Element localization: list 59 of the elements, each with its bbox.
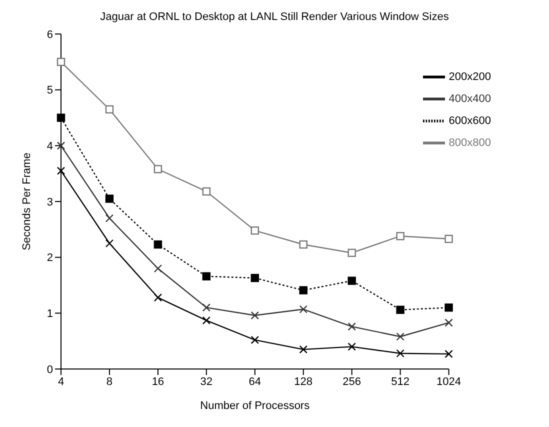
chart-title: Jaguar at ORNL to Desktop at LANL Still Render Various Window Sizes [99, 10, 450, 25]
point [250, 226, 259, 235]
point [202, 316, 211, 325]
point [202, 272, 211, 280]
point [299, 240, 308, 249]
point [154, 165, 162, 174]
point [250, 336, 259, 344]
point [299, 286, 308, 294]
point [250, 274, 259, 282]
point [396, 349, 404, 358]
y-tick-label: 6 [46, 28, 53, 41]
y-axis-title: Seconds Per Frame [20, 152, 33, 250]
point [250, 311, 259, 320]
y-tick-label: 1 [46, 308, 53, 320]
y-tick-label: 2 [46, 252, 53, 264]
point [396, 332, 404, 341]
x-tick-label: 32 [200, 376, 213, 388]
point [105, 105, 114, 114]
point [202, 303, 211, 312]
point [105, 214, 114, 222]
point [348, 248, 356, 257]
point [56, 142, 66, 150]
point [154, 264, 162, 273]
x-axis-title: Number of Processors [200, 400, 310, 412]
x-tick-label: 128 [294, 376, 313, 388]
point [56, 166, 66, 175]
x-tick-label: 4 [58, 376, 64, 388]
legend-label: 200x200 [448, 70, 491, 83]
point [396, 306, 404, 314]
point [444, 303, 453, 312]
x-tick-label: 16 [152, 376, 164, 388]
point [154, 240, 162, 249]
point [348, 276, 356, 285]
x-tick-label: 512 [391, 376, 410, 388]
point [154, 293, 162, 302]
point [444, 350, 453, 358]
point [299, 345, 308, 354]
y-tick-label: 3 [46, 196, 53, 208]
legend-label: 400x400 [448, 92, 491, 105]
point [56, 114, 66, 122]
point [348, 322, 356, 331]
point [444, 318, 453, 327]
y-tick-label: 4 [46, 140, 53, 153]
x-tick-label: 8 [106, 376, 113, 388]
legend-label: 800x800 [448, 136, 491, 149]
point [396, 232, 404, 240]
point [444, 234, 453, 244]
x-tick-label: 64 [248, 376, 262, 388]
y-tick-label: 0 [46, 364, 53, 376]
point [348, 342, 356, 351]
point [299, 305, 308, 314]
point [105, 194, 114, 203]
x-tick-label: 1024 [436, 376, 462, 388]
legend-label: 600x600 [448, 114, 491, 127]
x-tick-label: 256 [342, 376, 362, 388]
y-tick-label: 5 [46, 84, 53, 97]
point [202, 187, 211, 196]
point [105, 239, 114, 248]
point [56, 58, 66, 66]
